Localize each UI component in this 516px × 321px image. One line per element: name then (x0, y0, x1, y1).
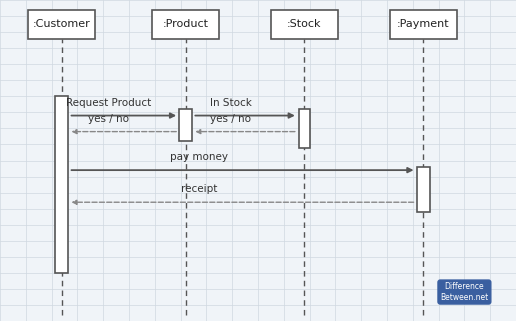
FancyBboxPatch shape (299, 109, 310, 148)
Text: :Stock: :Stock (287, 19, 321, 29)
FancyBboxPatch shape (390, 10, 457, 39)
Text: :Customer: :Customer (33, 19, 91, 29)
Text: Request Product: Request Product (67, 98, 152, 108)
Text: yes / no: yes / no (211, 114, 251, 124)
FancyBboxPatch shape (28, 10, 95, 39)
Text: receipt: receipt (181, 184, 217, 194)
Text: pay money: pay money (170, 152, 228, 162)
Text: In Stock: In Stock (210, 98, 252, 108)
Text: :Product: :Product (163, 19, 209, 29)
Text: :Payment: :Payment (397, 19, 449, 29)
FancyBboxPatch shape (417, 167, 429, 212)
FancyBboxPatch shape (56, 96, 68, 273)
Text: yes / no: yes / no (88, 114, 130, 124)
FancyBboxPatch shape (271, 10, 338, 39)
Text: Difference
Between.net: Difference Between.net (440, 282, 489, 302)
FancyBboxPatch shape (179, 109, 192, 141)
FancyBboxPatch shape (152, 10, 219, 39)
